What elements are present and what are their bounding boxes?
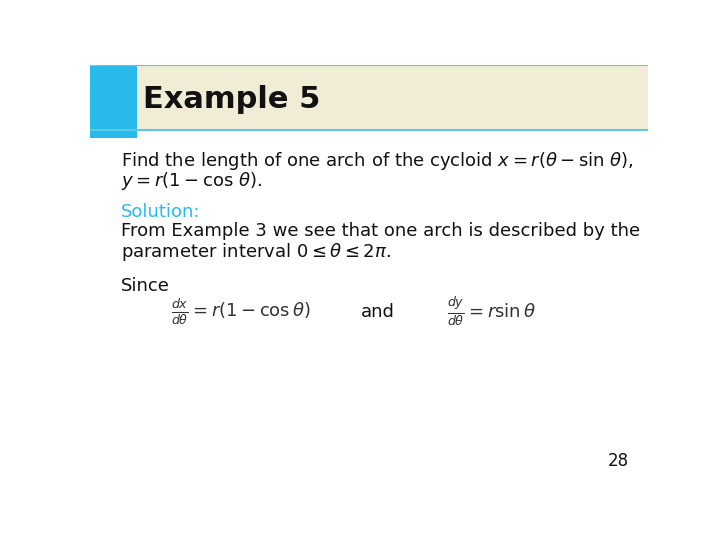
Text: Example 5: Example 5 [143,85,320,114]
FancyBboxPatch shape [90,65,648,131]
Text: $y = r(1 - \cos\,\theta)$.: $y = r(1 - \cos\,\theta)$. [121,170,262,192]
FancyBboxPatch shape [90,65,138,138]
Text: parameter interval $0 \leq \theta \leq 2\pi$.: parameter interval $0 \leq \theta \leq 2… [121,241,390,262]
Text: and: and [361,303,395,321]
Text: Since: Since [121,277,170,295]
Text: Find the length of one arch of the cycloid $x = r(\theta - \sin\,\theta)$,: Find the length of one arch of the cyclo… [121,150,634,172]
Text: $\frac{dy}{d\theta} = r\sin\theta$: $\frac{dy}{d\theta} = r\sin\theta$ [447,296,536,328]
Text: $\frac{dx}{d\theta} = r(1 - \cos\theta)$: $\frac{dx}{d\theta} = r(1 - \cos\theta)$ [171,298,310,327]
Text: From Example 3 we see that one arch is described by the: From Example 3 we see that one arch is d… [121,221,640,240]
Text: 28: 28 [608,452,629,470]
Text: Solution:: Solution: [121,203,200,221]
